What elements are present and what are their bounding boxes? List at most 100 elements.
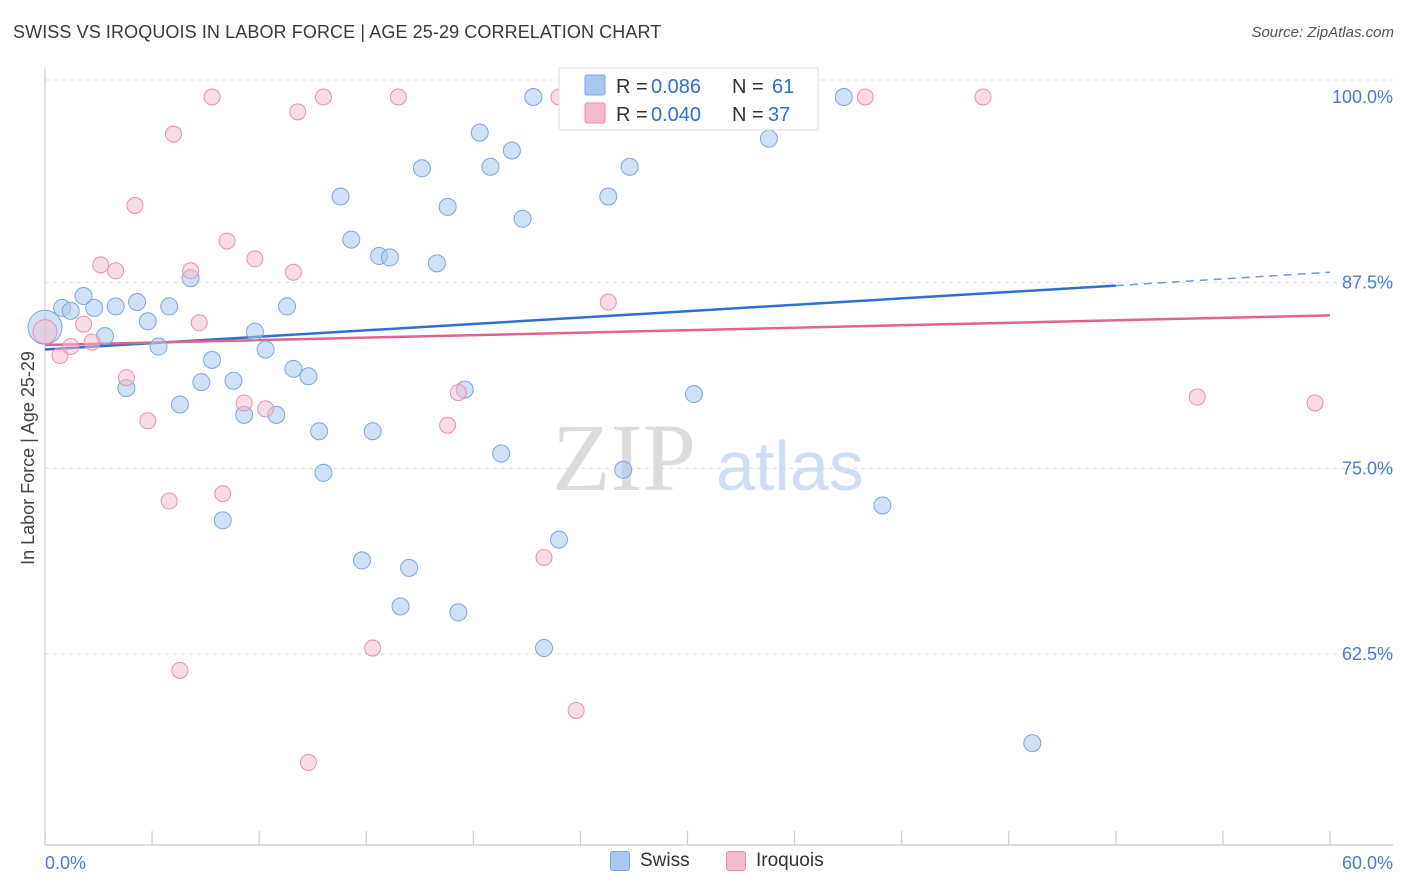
bottom-legend-swiss-label: Swiss — [640, 850, 690, 871]
iroquois-point — [535, 548, 553, 566]
swiss-point — [834, 88, 853, 106]
iroquois-point — [75, 315, 93, 333]
iroquois-point — [83, 333, 101, 351]
legend-swiss-n-value: 61 — [772, 76, 794, 98]
legend-iroquois-n-label: N = — [732, 104, 764, 126]
swiss-point — [213, 511, 232, 530]
x-ticks — [44, 831, 1331, 845]
y-tick-label-75: 75.0% — [1342, 458, 1393, 478]
swiss-point — [203, 350, 222, 369]
bottom-legend: Swiss Iroquois — [0, 850, 1406, 880]
swiss-point — [352, 551, 371, 570]
swiss-point — [524, 88, 543, 106]
swiss-point — [85, 298, 104, 317]
iroquois-point — [117, 369, 135, 387]
y-tick-labels: 62.5% 75.0% 87.5% 100.0% — [1332, 87, 1393, 664]
axes — [44, 68, 1393, 846]
iroquois-point — [62, 338, 80, 356]
x-tick-label-0: 0.0% — [45, 853, 86, 873]
trend-lines — [44, 271, 1331, 351]
watermark: ZIP atlas — [552, 404, 864, 511]
swiss-point — [128, 292, 147, 311]
swiss-point — [299, 367, 318, 386]
swiss-point — [438, 197, 457, 216]
iroquois-point — [32, 319, 58, 345]
swiss-trend-line-extension — [1115, 271, 1331, 287]
swiss-point — [256, 340, 275, 359]
iroquois-point — [235, 394, 253, 412]
bottom-legend-swatch-iroquois — [726, 851, 746, 871]
swiss-point — [492, 444, 511, 463]
iroquois-point — [314, 88, 332, 106]
swiss-point — [106, 297, 125, 316]
iroquois-point — [389, 88, 407, 106]
swiss-point — [620, 157, 639, 176]
swiss-point — [278, 297, 297, 316]
iroquois-point — [190, 314, 208, 332]
bottom-legend-swiss: Swiss — [610, 850, 690, 872]
x-tick-label-1: 60.0% — [1342, 853, 1393, 873]
iroquois-point — [284, 263, 302, 281]
swiss-point — [412, 159, 431, 178]
iroquois-point — [567, 701, 585, 719]
swiss-point — [614, 460, 633, 479]
y-tick-label-62.5: 62.5% — [1342, 644, 1393, 664]
y-axis-label: In Labor Force | Age 25-29 — [18, 351, 38, 565]
iroquois-point — [160, 492, 178, 510]
iroquois-point — [107, 262, 125, 280]
iroquois-points — [32, 88, 1324, 771]
swiss-point — [391, 597, 410, 616]
swiss-point — [160, 297, 179, 316]
legend-iroquois-n-value: 37 — [768, 104, 790, 126]
iroquois-point — [257, 400, 275, 418]
iroquois-point — [139, 412, 157, 430]
swiss-point — [310, 422, 329, 441]
legend-swatch-swiss — [584, 74, 606, 96]
legend-swiss-n-label: N = — [732, 76, 764, 98]
swiss-point — [449, 603, 468, 622]
legend-box: R = 0.086 N = 61 R = 0.040 N = 37 — [558, 67, 819, 131]
iroquois-point — [856, 88, 874, 106]
iroquois-point — [171, 661, 189, 679]
swiss-points — [27, 88, 1042, 753]
iroquois-point — [214, 485, 232, 503]
swiss-point — [502, 141, 521, 160]
swiss-point — [873, 496, 892, 515]
swiss-point — [314, 463, 333, 482]
iroquois-point — [1188, 388, 1206, 406]
bottom-legend-swatch-swiss — [610, 851, 630, 871]
iroquois-point — [203, 88, 221, 106]
swiss-point — [138, 312, 157, 331]
iroquois-point — [299, 753, 317, 771]
bottom-legend-iroquois-label: Iroquois — [756, 850, 824, 871]
swiss-point — [170, 395, 189, 414]
watermark-atlas: atlas — [716, 427, 864, 505]
iroquois-point — [449, 384, 467, 402]
swiss-point — [342, 230, 361, 249]
iroquois-point — [182, 262, 200, 280]
swiss-point — [284, 359, 303, 378]
swiss-point — [513, 209, 532, 228]
iroquois-point — [599, 293, 617, 311]
iroquois-point — [974, 88, 992, 106]
swiss-point — [149, 337, 168, 356]
swiss-point — [192, 373, 211, 392]
swiss-point — [61, 301, 80, 320]
swiss-point — [481, 157, 500, 176]
iroquois-point — [439, 416, 457, 434]
legend-swiss-r-value: 0.086 — [651, 76, 701, 98]
iroquois-point — [218, 232, 236, 250]
iroquois-point — [246, 250, 264, 268]
source-label: Source: ZipAtlas.com — [1251, 24, 1394, 41]
swiss-point — [550, 530, 568, 549]
legend-swiss-r-label: R = — [616, 76, 648, 98]
iroquois-point — [165, 125, 182, 143]
swiss-point — [363, 422, 382, 441]
swiss-point — [331, 187, 350, 206]
iroquois-point — [289, 103, 307, 121]
swiss-point — [400, 558, 419, 577]
x-tick-labels: 0.0% 60.0% — [45, 853, 1393, 873]
swiss-point — [74, 287, 93, 306]
swiss-point — [245, 322, 264, 341]
